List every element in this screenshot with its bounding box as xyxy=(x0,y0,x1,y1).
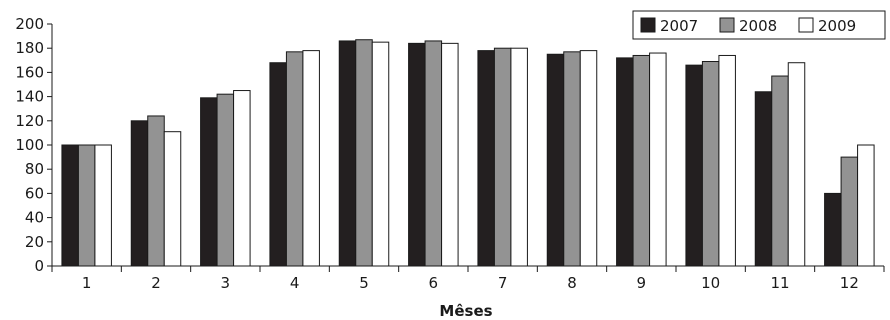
x-tick-label: 2 xyxy=(151,274,161,292)
bar-2007-10 xyxy=(685,64,703,267)
legend-swatch-2009 xyxy=(798,17,814,33)
legend-swatch-2008 xyxy=(719,17,735,33)
x-axis: 1 2 3 4 5 6 7 8 9 10 11 12 xyxy=(51,265,885,292)
x-tick-label: 10 xyxy=(701,274,720,292)
bar-2009-3 xyxy=(233,90,251,267)
bar-2007-2 xyxy=(130,120,149,267)
y-tick-label: 0 xyxy=(34,257,44,275)
bar-2007-4 xyxy=(269,62,287,267)
bar-2007-5 xyxy=(338,40,357,267)
bar-2007-7 xyxy=(477,50,495,267)
x-tick-label: 11 xyxy=(770,274,789,292)
y-tick-label: 200 xyxy=(15,15,44,33)
y-tick-label: 20 xyxy=(25,233,44,251)
bar-2009-6 xyxy=(441,42,459,267)
bar-2007-8 xyxy=(546,53,565,267)
bar-2008-2 xyxy=(147,115,165,267)
legend-box xyxy=(632,10,886,40)
bars xyxy=(61,39,875,267)
legend: 2007 2008 2009 xyxy=(632,10,886,40)
bar-2008-4 xyxy=(285,51,304,267)
bar-2009-7 xyxy=(510,47,528,267)
x-tick-label: 8 xyxy=(567,274,577,292)
x-tick-label: 3 xyxy=(221,274,231,292)
bar-2008-11 xyxy=(771,75,789,267)
x-tick-label: 6 xyxy=(429,274,439,292)
bar-2009-12 xyxy=(857,144,875,267)
bar-2007-11 xyxy=(754,91,773,267)
x-tick-label: 4 xyxy=(290,274,300,292)
bar-2008-9 xyxy=(632,54,651,267)
y-tick-label: 60 xyxy=(25,184,44,202)
x-tick-label: 7 xyxy=(498,274,508,292)
bar-2008-7 xyxy=(493,47,512,267)
bar-2008-1 xyxy=(77,144,96,267)
bar-2009-8 xyxy=(579,50,598,267)
bar-2009-5 xyxy=(371,41,390,267)
bar-2009-10 xyxy=(718,54,736,267)
y-tick-label: 80 xyxy=(25,160,44,178)
bar-2009-4 xyxy=(302,50,320,267)
y-tick-label: 100 xyxy=(15,136,44,154)
x-axis-title: Mêses xyxy=(439,302,492,320)
legend-swatch-2007 xyxy=(640,17,656,33)
bar-2008-12 xyxy=(840,156,859,267)
bar-2007-3 xyxy=(200,97,218,267)
y-tick-label: 120 xyxy=(15,112,44,130)
bar-2009-9 xyxy=(649,52,667,267)
x-tick-label: 5 xyxy=(359,274,369,292)
legend-label-2009: 2009 xyxy=(818,17,856,35)
legend-label-2008: 2008 xyxy=(739,17,777,35)
bar-2008-6 xyxy=(424,40,443,267)
bar-2007-12 xyxy=(824,192,842,267)
x-tick-label: 9 xyxy=(637,274,647,292)
y-tick-label: 160 xyxy=(15,63,44,81)
bar-2009-1 xyxy=(94,144,112,267)
y-axis: 0 20 40 60 80 100 120 140 160 180 200 xyxy=(15,15,53,275)
bar-2008-3 xyxy=(216,93,235,267)
bar-2009-2 xyxy=(163,131,182,267)
x-tick-label: 1 xyxy=(82,274,92,292)
bar-2007-6 xyxy=(408,42,426,267)
bar-2007-1 xyxy=(61,144,79,267)
bar-2008-5 xyxy=(355,39,373,267)
bar-2008-10 xyxy=(701,61,720,267)
x-tick-label: 12 xyxy=(840,274,859,292)
bar-2008-8 xyxy=(563,51,581,267)
y-tick-label: 140 xyxy=(15,88,44,106)
bar-2007-9 xyxy=(616,57,634,267)
bar-2009-11 xyxy=(787,62,806,267)
legend-label-2007: 2007 xyxy=(660,17,698,35)
y-tick-label: 40 xyxy=(25,209,44,227)
y-tick-label: 180 xyxy=(15,39,44,57)
